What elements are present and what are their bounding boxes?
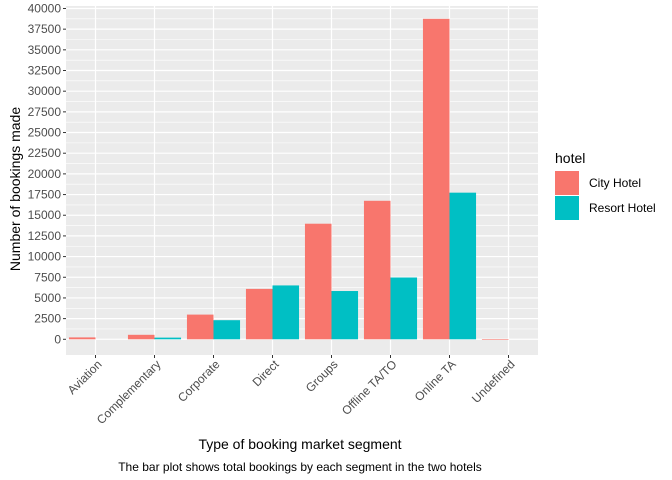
bar-city-hotel-direct — [245, 288, 273, 340]
bar-resort-hotel-offline-ta-to — [390, 277, 418, 340]
x-tick-label: Corporate — [175, 357, 223, 405]
y-tick-label: 10000 — [28, 250, 62, 264]
y-tick-label: 27500 — [28, 105, 62, 119]
x-tick-label: Aviation — [65, 357, 105, 397]
x-axis-title: Type of booking market segment — [198, 436, 401, 452]
y-tick-label: 2500 — [34, 312, 61, 326]
x-tick-label: Complementary — [94, 357, 164, 427]
legend-key-resort-hotel — [555, 196, 579, 220]
y-tick-label: 5000 — [34, 291, 61, 305]
bar-resort-hotel-complementary — [154, 337, 182, 340]
y-tick-label: 17500 — [28, 188, 62, 202]
y-tick-label: 22500 — [28, 146, 62, 160]
bar-city-hotel-groups — [304, 223, 332, 340]
bars — [68, 18, 509, 340]
y-tick-label: 20000 — [28, 167, 62, 181]
legend-title: hotel — [555, 150, 585, 166]
y-tick-label: 37500 — [28, 22, 62, 36]
y-tick-label: 12500 — [28, 229, 62, 243]
bar-resort-hotel-online-ta — [449, 192, 477, 340]
legend-label: Resort Hotel — [589, 201, 656, 215]
y-tick-label: 40000 — [28, 1, 62, 15]
legend: hotel City Hotel Resort Hotel — [555, 150, 656, 220]
legend-label: City Hotel — [589, 176, 641, 190]
y-tick-label: 15000 — [28, 208, 62, 222]
bar-city-hotel-online-ta — [422, 18, 450, 340]
bar-city-hotel-corporate — [186, 314, 214, 340]
y-tick-label: 30000 — [28, 84, 62, 98]
bar-resort-hotel-groups — [331, 291, 359, 340]
y-tick-label: 32500 — [28, 64, 62, 78]
y-tick-label: 25000 — [28, 126, 62, 140]
y-tick-label: 35000 — [28, 43, 62, 57]
legend-items: City Hotel Resort Hotel — [555, 171, 656, 220]
x-tick-label: Undefined — [469, 357, 518, 406]
bar-city-hotel-offline-ta-to — [363, 200, 391, 340]
x-tick-label: Online TA — [412, 357, 459, 404]
y-axis-ticks: 0 2500 5000 7500 10000 12500 15000 17500 20000 22… — [28, 1, 66, 346]
x-tick-label: Direct — [250, 357, 283, 390]
y-tick-label: 7500 — [34, 270, 61, 284]
bar-city-hotel-aviation — [68, 337, 96, 340]
bar-resort-hotel-corporate — [213, 320, 241, 340]
y-axis-title: Number of bookings made — [7, 107, 23, 271]
bar-city-hotel-undefined — [481, 339, 509, 340]
x-tick-label: Groups — [303, 357, 341, 395]
x-tick-label: Offline TA/TO — [339, 357, 400, 418]
legend-key-city-hotel — [555, 171, 579, 195]
chart-caption: The bar plot shows total bookings by eac… — [118, 460, 482, 474]
minor-gridlines — [66, 18, 538, 330]
bar-city-hotel-complementary — [127, 334, 155, 340]
y-tick-label: 0 — [54, 332, 61, 346]
bar-resort-hotel-direct — [272, 285, 300, 340]
